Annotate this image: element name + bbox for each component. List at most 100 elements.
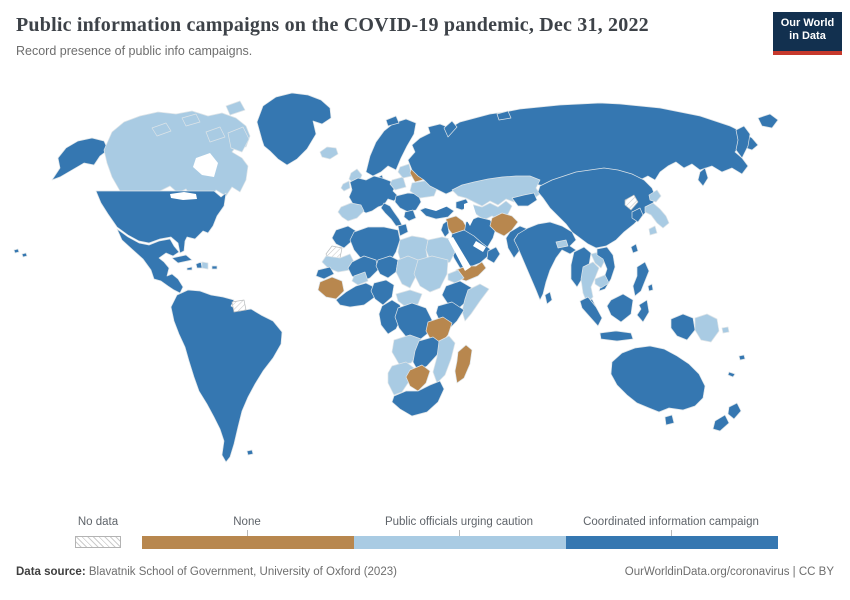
country-drc[interactable] [394, 302, 433, 343]
country-indonesia-borneo[interactable] [606, 293, 634, 323]
country-suriname[interactable] [231, 299, 247, 313]
country-guinea-sierra-leone[interactable] [317, 276, 345, 300]
country-cameroon-congo[interactable] [378, 299, 403, 335]
country-sri-lanka[interactable] [544, 291, 553, 305]
country-levant[interactable] [440, 220, 450, 238]
country-philippines-mindanao[interactable] [647, 283, 654, 292]
country-iceland[interactable] [319, 146, 339, 160]
country-sudan[interactable] [413, 255, 449, 293]
country-russia-franz-josef[interactable] [496, 110, 512, 121]
country-mozambique[interactable] [432, 335, 456, 384]
country-balkans[interactable] [394, 192, 422, 213]
country-scandinavia[interactable] [365, 118, 417, 177]
country-russia-kamchatka[interactable] [735, 125, 751, 159]
country-cambodia[interactable] [594, 274, 610, 289]
country-india[interactable] [513, 221, 577, 301]
country-bhutan[interactable] [555, 239, 569, 249]
country-canada[interactable] [103, 110, 251, 200]
country-afghanistan[interactable] [489, 212, 519, 237]
country-falkland-islands[interactable] [246, 449, 254, 456]
country-canada-arctic-4[interactable] [225, 100, 246, 116]
country-hawaii-1[interactable] [13, 248, 20, 254]
country-namibia[interactable] [387, 361, 415, 396]
country-indonesia-sulawesi[interactable] [636, 299, 650, 323]
great-lakes-water [170, 192, 197, 200]
country-vietnam[interactable] [596, 246, 616, 292]
country-indonesia-papua[interactable] [670, 313, 696, 341]
country-australia[interactable] [610, 345, 706, 413]
country-zambia-zimbabwe[interactable] [412, 336, 442, 372]
country-south-america[interactable] [170, 289, 283, 463]
country-philippines[interactable] [632, 261, 650, 297]
persian-gulf-water [473, 241, 486, 252]
country-puerto-rico[interactable] [211, 265, 218, 270]
country-new-caledonia[interactable] [727, 371, 736, 378]
country-somalia[interactable] [461, 283, 490, 322]
country-tunisia[interactable] [397, 223, 409, 237]
country-south-africa[interactable] [391, 380, 445, 417]
country-svalbard[interactable] [385, 115, 400, 127]
country-morocco[interactable] [331, 225, 357, 249]
country-japan-hokkaido[interactable] [648, 189, 662, 203]
country-madagascar[interactable] [454, 344, 473, 384]
country-cuba[interactable] [171, 254, 193, 264]
country-indonesia-java[interactable] [599, 330, 634, 342]
country-fiji[interactable] [738, 354, 746, 361]
country-north-korea[interactable] [624, 194, 639, 211]
page-title: Public information campaigns on the COVI… [16, 14, 649, 36]
country-central-african-republic[interactable] [395, 289, 423, 308]
legend-swatch-campaign[interactable] [566, 536, 778, 549]
legend-swatch-none[interactable] [142, 536, 354, 549]
country-mexico-central-america[interactable] [116, 228, 184, 294]
country-russia-novaya-zemlya[interactable] [443, 120, 458, 138]
country-jamaica[interactable] [186, 266, 193, 271]
country-burkina-faso[interactable] [351, 271, 369, 286]
country-baltic-states[interactable] [397, 163, 413, 179]
country-china-mongolia[interactable] [537, 167, 657, 249]
country-greenland[interactable] [256, 92, 332, 166]
country-russia-chukotka[interactable] [757, 113, 779, 129]
map-legend: No data None Public officials urging cau… [0, 514, 850, 550]
country-japan-kyushu[interactable] [648, 225, 658, 236]
country-ireland[interactable] [340, 180, 351, 192]
country-nigeria[interactable] [370, 279, 395, 306]
country-poland[interactable] [389, 176, 407, 191]
country-hawaii-2[interactable] [21, 252, 28, 258]
country-taiwan[interactable] [630, 243, 639, 254]
country-kyrgyzstan-tajikistan[interactable] [511, 192, 538, 207]
country-canada-baffin[interactable] [227, 126, 250, 153]
country-japan-honshu[interactable] [644, 202, 670, 229]
credit-line: OurWorldinData.org/coronavirus | CC BY [624, 566, 834, 578]
country-new-britain[interactable] [721, 326, 730, 334]
country-new-zealand-north[interactable] [727, 402, 742, 420]
country-canada-arctic-3[interactable] [205, 126, 226, 143]
country-eritrea[interactable] [447, 269, 465, 284]
legend-swatch-no-data[interactable] [75, 536, 121, 548]
country-haiti[interactable] [195, 261, 203, 269]
country-chad[interactable] [395, 255, 419, 289]
country-new-zealand-south[interactable] [712, 414, 730, 432]
legend-label-campaign: Coordinated information campaign [583, 516, 759, 528]
country-canada-arctic-1[interactable] [151, 122, 172, 137]
country-usa[interactable] [95, 190, 227, 254]
country-russia-sakhalin[interactable] [697, 167, 709, 187]
country-greece[interactable] [403, 209, 417, 222]
legend-swatch-caution[interactable] [354, 536, 566, 549]
country-tasmania[interactable] [664, 414, 675, 426]
data-source-text: Blavatnik School of Government, Universi… [85, 566, 397, 578]
country-niger[interactable] [375, 255, 399, 279]
country-spain-portugal[interactable] [337, 202, 365, 222]
chart-subtitle: Record presence of public info campaigns… [16, 44, 253, 58]
country-canada-arctic-2[interactable] [181, 113, 201, 127]
country-alaska[interactable] [51, 137, 109, 181]
country-papua-new-guinea[interactable] [694, 313, 720, 343]
country-thailand[interactable] [580, 261, 600, 304]
country-senegal[interactable] [315, 266, 335, 280]
country-dominican-republic[interactable] [201, 261, 209, 270]
country-south-korea[interactable] [631, 207, 644, 223]
data-source-label: Data source: [16, 566, 86, 578]
country-indonesia-sumatra[interactable] [579, 296, 603, 327]
country-oman[interactable] [486, 246, 501, 264]
chart-footer: Data source: Blavatnik School of Governm… [16, 566, 834, 578]
country-botswana[interactable] [405, 364, 431, 392]
